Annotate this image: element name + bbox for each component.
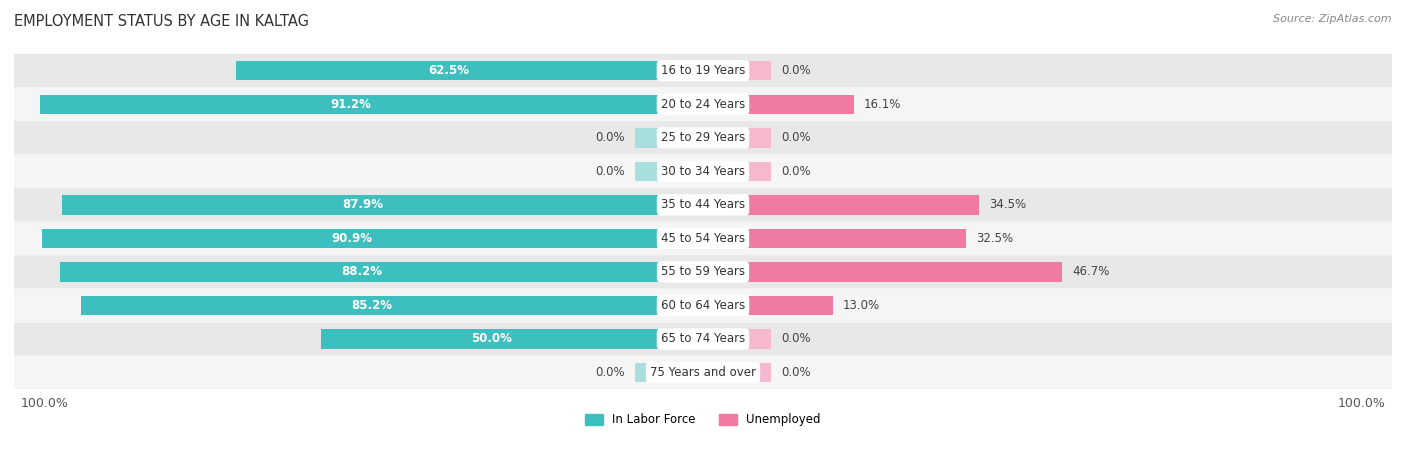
Text: Source: ZipAtlas.com: Source: ZipAtlas.com [1274, 14, 1392, 23]
Text: 16.1%: 16.1% [863, 98, 901, 111]
Text: 75 Years and over: 75 Years and over [650, 366, 756, 379]
Text: 30 to 34 Years: 30 to 34 Years [661, 165, 745, 178]
Bar [744, 296, 832, 315]
Bar [744, 94, 853, 114]
FancyBboxPatch shape [7, 322, 1399, 356]
Text: 88.2%: 88.2% [340, 266, 382, 279]
Text: 16 to 19 Years: 16 to 19 Years [661, 64, 745, 77]
Text: 0.0%: 0.0% [782, 333, 811, 346]
Text: 46.7%: 46.7% [1073, 266, 1111, 279]
Bar [42, 229, 662, 248]
Legend: In Labor Force, Unemployed: In Labor Force, Unemployed [581, 409, 825, 431]
Text: 0.0%: 0.0% [595, 165, 624, 178]
Text: 35 to 44 Years: 35 to 44 Years [661, 198, 745, 211]
Text: 62.5%: 62.5% [429, 64, 470, 77]
Text: 0.0%: 0.0% [782, 64, 811, 77]
Text: 85.2%: 85.2% [352, 299, 392, 312]
Bar [82, 296, 662, 315]
Text: 25 to 29 Years: 25 to 29 Years [661, 131, 745, 144]
Text: EMPLOYMENT STATUS BY AGE IN KALTAG: EMPLOYMENT STATUS BY AGE IN KALTAG [14, 14, 309, 28]
FancyBboxPatch shape [7, 255, 1399, 289]
Text: 20 to 24 Years: 20 to 24 Years [661, 98, 745, 111]
Bar [634, 363, 662, 382]
Text: 60 to 64 Years: 60 to 64 Years [661, 299, 745, 312]
Text: 0.0%: 0.0% [782, 366, 811, 379]
Bar [744, 195, 979, 215]
Text: 34.5%: 34.5% [990, 198, 1026, 211]
FancyBboxPatch shape [7, 155, 1399, 188]
Bar [634, 162, 662, 181]
Text: 13.0%: 13.0% [842, 299, 880, 312]
Bar [744, 229, 966, 248]
Text: 0.0%: 0.0% [782, 131, 811, 144]
Text: 32.5%: 32.5% [976, 232, 1012, 245]
Bar [744, 128, 772, 148]
Bar [634, 128, 662, 148]
FancyBboxPatch shape [7, 188, 1399, 222]
FancyBboxPatch shape [7, 88, 1399, 121]
Text: 90.9%: 90.9% [332, 232, 373, 245]
Text: 0.0%: 0.0% [782, 165, 811, 178]
Bar [744, 329, 772, 349]
Bar [60, 262, 662, 282]
Text: 45 to 54 Years: 45 to 54 Years [661, 232, 745, 245]
Text: 0.0%: 0.0% [595, 131, 624, 144]
FancyBboxPatch shape [7, 121, 1399, 155]
Bar [39, 94, 662, 114]
Text: 87.9%: 87.9% [342, 198, 382, 211]
Text: 91.2%: 91.2% [330, 98, 371, 111]
FancyBboxPatch shape [7, 54, 1399, 88]
Text: 0.0%: 0.0% [595, 366, 624, 379]
Text: 50.0%: 50.0% [471, 333, 512, 346]
Text: 100.0%: 100.0% [1337, 396, 1385, 410]
FancyBboxPatch shape [7, 289, 1399, 322]
FancyBboxPatch shape [7, 222, 1399, 255]
Bar [236, 61, 662, 81]
Bar [321, 329, 662, 349]
Text: 100.0%: 100.0% [21, 396, 69, 410]
Text: 55 to 59 Years: 55 to 59 Years [661, 266, 745, 279]
Bar [62, 195, 662, 215]
Bar [744, 363, 772, 382]
FancyBboxPatch shape [7, 356, 1399, 389]
Bar [744, 262, 1063, 282]
Text: 65 to 74 Years: 65 to 74 Years [661, 333, 745, 346]
Bar [744, 162, 772, 181]
Bar [744, 61, 772, 81]
